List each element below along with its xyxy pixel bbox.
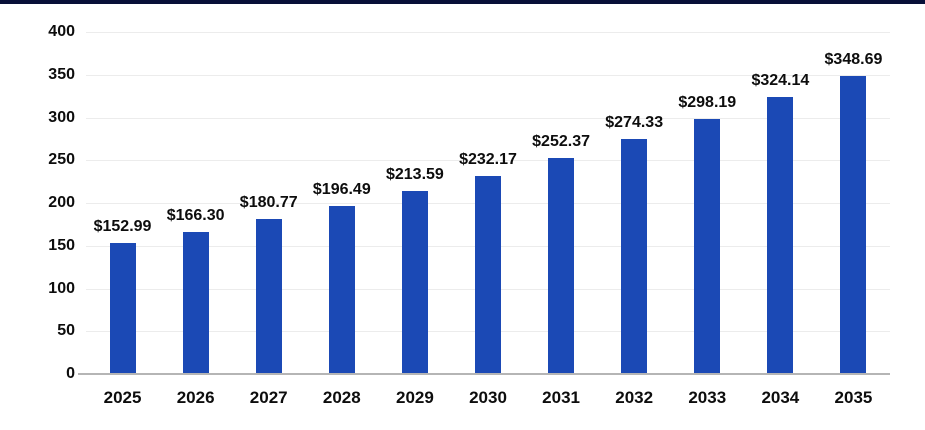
bar-2031 [548, 158, 575, 374]
value-label-2025: $152.99 [93, 218, 152, 236]
x-axis-tick-label-2031: 2031 [542, 388, 580, 407]
y-axis-tick-label: 200 [48, 194, 75, 211]
value-label-2032: $274.33 [605, 114, 664, 132]
y-axis-tick-label: 150 [48, 236, 75, 254]
y-axis-tick-label: 400 [48, 23, 75, 40]
gridline [86, 32, 890, 33]
value-label-2031: $252.37 [532, 133, 590, 151]
y-axis-tick-label: 0 [66, 365, 75, 382]
gridline [86, 117, 890, 119]
x-axis-tick-label-2028: 2028 [322, 388, 361, 407]
gridline [86, 74, 890, 76]
x-axis-tick-label-2026: 2026 [176, 388, 215, 407]
bar-2025 [109, 243, 136, 374]
bar-2026 [182, 231, 209, 374]
x-axis-tick-label-2025: 2025 [103, 388, 142, 407]
bar-2030 [475, 175, 501, 374]
bar-2032 [621, 139, 648, 374]
x-axis-tick-label-2032: 2032 [615, 388, 654, 407]
y-axis-tick-label: 300 [48, 108, 75, 126]
value-label-2034: $324.14 [751, 71, 810, 89]
x-axis-tick-label-2033: 2033 [688, 388, 727, 407]
plot-area: $152.99 $166.30 $180.77 $196.49 $213.59 $232.… [86, 32, 890, 374]
y-axis-tick-label: 250 [48, 151, 75, 169]
y-axis-tick-label: 100 [48, 279, 75, 297]
x-axis-tick-label-2030: 2030 [469, 388, 507, 407]
x-axis-tick-label-2035: 2035 [834, 388, 873, 407]
top-border-strip [0, 0, 925, 4]
value-label-2030: $232.17 [459, 150, 517, 168]
gridline [86, 160, 890, 162]
x-axis-line [78, 373, 890, 375]
bar-2027 [255, 219, 282, 374]
y-axis-tick-label: 50 [57, 322, 75, 340]
value-label-2035: $348.69 [824, 50, 883, 68]
value-label-2028: $196.49 [312, 181, 371, 199]
bar-2033 [694, 119, 721, 374]
value-label-2027: $180.77 [239, 194, 298, 212]
x-axis-tick-label-2029: 2029 [395, 388, 434, 407]
value-label-2029: $213.59 [385, 166, 444, 184]
value-label-2033: $298.19 [678, 94, 737, 112]
x-axis-tick-label-2027: 2027 [249, 388, 288, 407]
bar-2035 [840, 75, 867, 374]
y-axis-tick-label: 350 [48, 65, 75, 83]
bar-2029 [401, 191, 428, 374]
value-label-2026: $166.30 [166, 206, 225, 224]
x-axis-tick-label-2034: 2034 [761, 388, 800, 407]
bar-2034 [767, 96, 794, 374]
bar-2028 [328, 206, 355, 374]
